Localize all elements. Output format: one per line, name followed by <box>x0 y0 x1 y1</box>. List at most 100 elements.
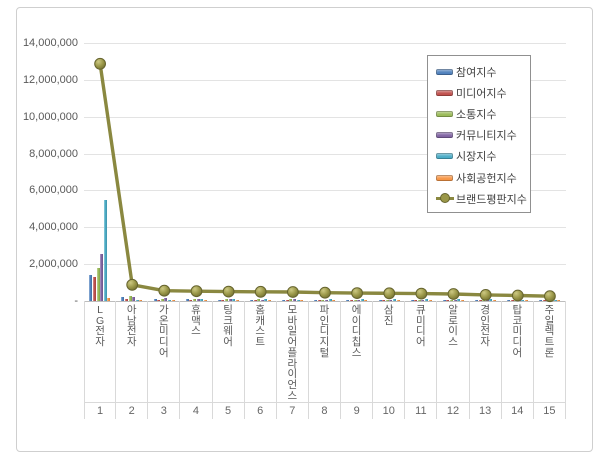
category-rank-13: 13 <box>469 402 501 419</box>
bar-social-rank-9 <box>364 300 368 301</box>
legend-line-marker-icon <box>436 193 454 204</box>
bar-social-rank-8 <box>332 300 336 301</box>
bar-market-rank-7 <box>296 299 300 301</box>
bar-participation-rank-15 <box>539 300 543 301</box>
legend-swatch-media <box>436 89 453 96</box>
category-column-5: 팅 크 웨 어 5 <box>212 301 245 419</box>
bar-market-rank-6 <box>264 299 268 301</box>
bar-social-rank-7 <box>300 300 304 301</box>
y-axis-tick-label-10000000: 10,000,000 <box>22 110 78 123</box>
legend-swatch-community <box>436 132 453 139</box>
bar-social-rank-2 <box>139 300 143 301</box>
category-column-11: 큐 미 디 어 11 <box>405 301 438 419</box>
category-column-1: L G 전 자 1 <box>84 301 117 419</box>
bar-community-rank-8 <box>325 299 328 301</box>
bar-community-rank-10 <box>389 299 393 301</box>
legend-item-social: 사회공헌지수 <box>428 167 530 188</box>
bar-community-rank-9 <box>357 299 361 301</box>
category-rank-4: 4 <box>180 402 212 419</box>
legend-label: 커뮤니티지수 <box>456 130 517 143</box>
bar-participation-rank-9 <box>346 299 350 301</box>
category-rank-1: 1 <box>85 402 116 419</box>
bar-media-rank-8 <box>317 300 321 301</box>
category-column-15: 주 일 렉 트 론 15 <box>533 301 566 419</box>
category-label-15: 주 일 렉 트 론 <box>544 304 555 359</box>
bar-market-rank-12 <box>457 299 461 301</box>
category-label-8: 파 인 디 지 털 <box>319 304 330 359</box>
bar-community-rank-11 <box>421 299 425 301</box>
legend-item-community: 커뮤니티지수 <box>428 125 530 146</box>
bar-participation-rank-1 <box>89 275 93 301</box>
bar-participation-rank-4 <box>185 299 189 301</box>
category-column-2: 아 남 전 자 2 <box>116 301 149 419</box>
bar-communication-rank-1 <box>96 267 100 301</box>
bar-communication-rank-6 <box>257 299 261 301</box>
category-label-6: 홈 캐 스 트 <box>255 304 266 349</box>
bar-social-rank-12 <box>460 300 464 301</box>
legend-label: 시장지수 <box>456 151 497 164</box>
bar-social-rank-6 <box>267 300 271 301</box>
bar-participation-rank-12 <box>442 300 446 301</box>
bar-market-rank-3 <box>167 300 171 301</box>
category-rank-11: 11 <box>405 402 437 419</box>
legend-item-market: 시장지수 <box>428 146 530 167</box>
bar-communication-rank-10 <box>385 299 389 301</box>
category-label-2: 아 남 전 자 <box>126 304 137 349</box>
bar-social-rank-13 <box>492 300 496 301</box>
category-column-4: 휴 맥 스 4 <box>180 301 213 419</box>
bar-media-rank-1 <box>92 277 96 301</box>
category-rank-6: 6 <box>244 402 276 419</box>
category-rank-14: 14 <box>501 402 533 419</box>
category-label-10: 삼 진 <box>383 304 394 327</box>
category-label-7: 모 바 일 어 플 라 이 언 스 <box>287 304 298 402</box>
bar-participation-rank-10 <box>378 299 382 301</box>
legend: 참여지수 미디어지수 소통지수 커뮤니티지수 시장지수 사회공헌지수 브랜드평판지수 <box>427 55 531 213</box>
y-axis-tick-label-4000000: 4,000,000 <box>29 221 78 234</box>
category-rank-8: 8 <box>308 402 341 419</box>
legend-item-media: 미디어지수 <box>428 82 530 103</box>
bar-media-rank-11 <box>414 300 418 301</box>
bar-social-rank-1 <box>107 298 111 301</box>
bar-communication-rank-4 <box>192 299 196 301</box>
category-column-10: 삼 진 10 <box>373 301 406 419</box>
bar-community-rank-5 <box>228 299 232 301</box>
y-axis-tick-label-14000000: 14,000,000 <box>22 37 78 49</box>
bar-participation-rank-11 <box>410 299 414 301</box>
bar-media-rank-9 <box>349 300 353 301</box>
bar-media-rank-10 <box>382 300 386 301</box>
y-axis-tick-label-8000000: 8,000,000 <box>29 147 78 160</box>
category-rank-12: 12 <box>437 402 469 419</box>
bar-community-rank-12 <box>453 300 457 301</box>
bar-participation-rank-14 <box>507 300 510 301</box>
bar-community-rank-2 <box>132 297 136 301</box>
bar-market-rank-10 <box>392 298 396 301</box>
bar-communication-rank-7 <box>289 298 293 301</box>
bar-communication-rank-8 <box>321 299 325 301</box>
bar-market-rank-11 <box>425 299 428 301</box>
legend-label: 브랜드평판지수 <box>456 193 527 206</box>
bar-communication-rank-11 <box>417 299 421 301</box>
bar-participation-rank-7 <box>282 299 286 301</box>
bar-media-rank-7 <box>285 300 289 301</box>
category-label-3: 가 온 미 디 어 <box>158 304 169 359</box>
category-column-6: 홈 캐 스 트 6 <box>244 301 277 419</box>
bar-communication-rank-5 <box>225 299 228 301</box>
category-rank-3: 3 <box>148 402 180 419</box>
bar-social-rank-4 <box>203 300 207 301</box>
bar-participation-rank-6 <box>249 299 253 301</box>
bar-participation-rank-5 <box>217 299 221 301</box>
bar-community-rank-6 <box>260 299 264 301</box>
category-rank-9: 9 <box>341 402 373 419</box>
bar-communication-rank-9 <box>353 299 357 301</box>
legend-item-participation: 참여지수 <box>428 61 530 82</box>
bar-community-rank-7 <box>292 299 296 301</box>
category-rank-10: 10 <box>373 402 405 419</box>
category-label-14: 탑 코 미 디 어 <box>512 304 523 359</box>
category-column-12: 알 로 이 스 12 <box>437 301 470 419</box>
legend-item-brand-reputation-index: 브랜드평판지수 <box>428 188 530 209</box>
legend-swatch-communication <box>436 110 453 117</box>
category-label-5: 팅 크 웨 어 <box>223 304 233 349</box>
bar-community-rank-4 <box>196 299 200 301</box>
